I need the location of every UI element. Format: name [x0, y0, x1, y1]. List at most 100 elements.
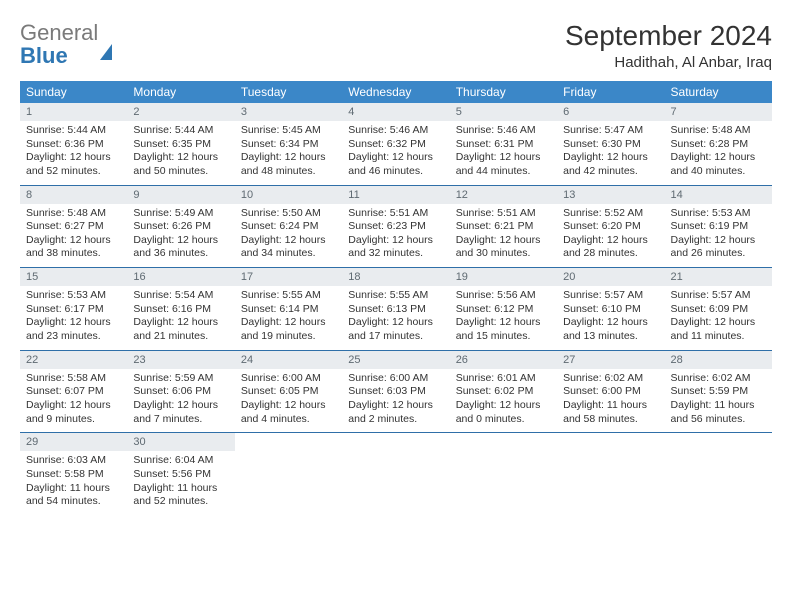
calendar-cell: 28Sunrise: 6:02 AMSunset: 5:59 PMDayligh… — [665, 350, 772, 433]
calendar-table: SundayMondayTuesdayWednesdayThursdayFrid… — [20, 81, 772, 515]
day-number: 24 — [235, 351, 342, 369]
calendar-row: 8Sunrise: 5:48 AMSunset: 6:27 PMDaylight… — [20, 185, 772, 268]
calendar-cell: 12Sunrise: 5:51 AMSunset: 6:21 PMDayligh… — [450, 185, 557, 268]
day-number: 13 — [557, 186, 664, 204]
day-details: Sunrise: 6:00 AMSunset: 6:05 PMDaylight:… — [235, 369, 342, 433]
calendar-cell: 17Sunrise: 5:55 AMSunset: 6:14 PMDayligh… — [235, 268, 342, 351]
title-block: September 2024 Hadithah, Al Anbar, Iraq — [565, 16, 772, 71]
calendar-cell: 11Sunrise: 5:51 AMSunset: 6:23 PMDayligh… — [342, 185, 449, 268]
brand-word1: General — [20, 20, 98, 45]
day-details: Sunrise: 5:50 AMSunset: 6:24 PMDaylight:… — [235, 204, 342, 268]
calendar-cell: 2Sunrise: 5:44 AMSunset: 6:35 PMDaylight… — [127, 103, 234, 185]
day-number: 8 — [20, 186, 127, 204]
day-number: 14 — [665, 186, 772, 204]
day-details: Sunrise: 5:59 AMSunset: 6:06 PMDaylight:… — [127, 369, 234, 433]
weekday-header: Wednesday — [342, 81, 449, 103]
calendar-cell: 1Sunrise: 5:44 AMSunset: 6:36 PMDaylight… — [20, 103, 127, 185]
calendar-row: 1Sunrise: 5:44 AMSunset: 6:36 PMDaylight… — [20, 103, 772, 185]
weekday-header: Sunday — [20, 81, 127, 103]
day-number: 17 — [235, 268, 342, 286]
day-details: Sunrise: 5:49 AMSunset: 6:26 PMDaylight:… — [127, 204, 234, 268]
header-bar: General Blue September 2024 Hadithah, Al… — [20, 16, 772, 71]
day-number: 23 — [127, 351, 234, 369]
day-number: 27 — [557, 351, 664, 369]
weekday-header: Friday — [557, 81, 664, 103]
day-number: 29 — [20, 433, 127, 451]
day-details: Sunrise: 6:02 AMSunset: 5:59 PMDaylight:… — [665, 369, 772, 433]
day-number: 15 — [20, 268, 127, 286]
day-details: Sunrise: 5:47 AMSunset: 6:30 PMDaylight:… — [557, 121, 664, 185]
calendar-cell: 29Sunrise: 6:03 AMSunset: 5:58 PMDayligh… — [20, 433, 127, 515]
weekday-header-row: SundayMondayTuesdayWednesdayThursdayFrid… — [20, 81, 772, 103]
calendar-cell: 10Sunrise: 5:50 AMSunset: 6:24 PMDayligh… — [235, 185, 342, 268]
day-details: Sunrise: 5:45 AMSunset: 6:34 PMDaylight:… — [235, 121, 342, 185]
location-text: Hadithah, Al Anbar, Iraq — [565, 54, 772, 71]
calendar-cell: 18Sunrise: 5:55 AMSunset: 6:13 PMDayligh… — [342, 268, 449, 351]
calendar-cell: 25Sunrise: 6:00 AMSunset: 6:03 PMDayligh… — [342, 350, 449, 433]
calendar-row: 15Sunrise: 5:53 AMSunset: 6:17 PMDayligh… — [20, 268, 772, 351]
calendar-cell: 13Sunrise: 5:52 AMSunset: 6:20 PMDayligh… — [557, 185, 664, 268]
day-details: Sunrise: 5:48 AMSunset: 6:27 PMDaylight:… — [20, 204, 127, 268]
day-details: Sunrise: 6:00 AMSunset: 6:03 PMDaylight:… — [342, 369, 449, 433]
day-details: Sunrise: 5:44 AMSunset: 6:36 PMDaylight:… — [20, 121, 127, 185]
day-details: Sunrise: 5:51 AMSunset: 6:21 PMDaylight:… — [450, 204, 557, 268]
calendar-cell — [342, 433, 449, 515]
day-number: 16 — [127, 268, 234, 286]
day-details: Sunrise: 5:55 AMSunset: 6:14 PMDaylight:… — [235, 286, 342, 350]
day-number: 9 — [127, 186, 234, 204]
day-details: Sunrise: 5:56 AMSunset: 6:12 PMDaylight:… — [450, 286, 557, 350]
day-number: 12 — [450, 186, 557, 204]
brand-text: General Blue — [20, 22, 112, 68]
weekday-header: Tuesday — [235, 81, 342, 103]
day-number: 2 — [127, 103, 234, 121]
day-number: 26 — [450, 351, 557, 369]
calendar-cell: 23Sunrise: 5:59 AMSunset: 6:06 PMDayligh… — [127, 350, 234, 433]
day-details: Sunrise: 5:58 AMSunset: 6:07 PMDaylight:… — [20, 369, 127, 433]
day-details: Sunrise: 5:46 AMSunset: 6:31 PMDaylight:… — [450, 121, 557, 185]
day-number: 11 — [342, 186, 449, 204]
calendar-cell: 22Sunrise: 5:58 AMSunset: 6:07 PMDayligh… — [20, 350, 127, 433]
brand-word2: Blue — [20, 43, 68, 68]
day-details: Sunrise: 5:53 AMSunset: 6:17 PMDaylight:… — [20, 286, 127, 350]
brand-logo: General Blue — [20, 22, 112, 68]
calendar-cell: 16Sunrise: 5:54 AMSunset: 6:16 PMDayligh… — [127, 268, 234, 351]
day-details: Sunrise: 6:03 AMSunset: 5:58 PMDaylight:… — [20, 451, 127, 515]
calendar-row: 29Sunrise: 6:03 AMSunset: 5:58 PMDayligh… — [20, 433, 772, 515]
day-number: 25 — [342, 351, 449, 369]
day-number: 28 — [665, 351, 772, 369]
calendar-cell: 14Sunrise: 5:53 AMSunset: 6:19 PMDayligh… — [665, 185, 772, 268]
day-number: 18 — [342, 268, 449, 286]
calendar-cell: 15Sunrise: 5:53 AMSunset: 6:17 PMDayligh… — [20, 268, 127, 351]
day-details: Sunrise: 5:55 AMSunset: 6:13 PMDaylight:… — [342, 286, 449, 350]
day-details: Sunrise: 5:57 AMSunset: 6:10 PMDaylight:… — [557, 286, 664, 350]
weekday-header: Saturday — [665, 81, 772, 103]
day-number: 19 — [450, 268, 557, 286]
day-number: 10 — [235, 186, 342, 204]
day-details: Sunrise: 6:04 AMSunset: 5:56 PMDaylight:… — [127, 451, 234, 515]
calendar-cell — [235, 433, 342, 515]
weekday-header: Thursday — [450, 81, 557, 103]
calendar-cell: 21Sunrise: 5:57 AMSunset: 6:09 PMDayligh… — [665, 268, 772, 351]
day-number: 4 — [342, 103, 449, 121]
calendar-cell: 19Sunrise: 5:56 AMSunset: 6:12 PMDayligh… — [450, 268, 557, 351]
day-details: Sunrise: 5:44 AMSunset: 6:35 PMDaylight:… — [127, 121, 234, 185]
day-number: 21 — [665, 268, 772, 286]
day-details: Sunrise: 6:02 AMSunset: 6:00 PMDaylight:… — [557, 369, 664, 433]
calendar-cell — [450, 433, 557, 515]
calendar-cell: 4Sunrise: 5:46 AMSunset: 6:32 PMDaylight… — [342, 103, 449, 185]
day-details: Sunrise: 6:01 AMSunset: 6:02 PMDaylight:… — [450, 369, 557, 433]
day-details: Sunrise: 5:51 AMSunset: 6:23 PMDaylight:… — [342, 204, 449, 268]
brand-triangle-icon — [100, 27, 112, 60]
calendar-cell: 3Sunrise: 5:45 AMSunset: 6:34 PMDaylight… — [235, 103, 342, 185]
calendar-cell: 30Sunrise: 6:04 AMSunset: 5:56 PMDayligh… — [127, 433, 234, 515]
day-number: 20 — [557, 268, 664, 286]
calendar-cell: 24Sunrise: 6:00 AMSunset: 6:05 PMDayligh… — [235, 350, 342, 433]
day-number: 22 — [20, 351, 127, 369]
weekday-header: Monday — [127, 81, 234, 103]
day-number: 30 — [127, 433, 234, 451]
day-details: Sunrise: 5:57 AMSunset: 6:09 PMDaylight:… — [665, 286, 772, 350]
calendar-cell — [557, 433, 664, 515]
calendar-row: 22Sunrise: 5:58 AMSunset: 6:07 PMDayligh… — [20, 350, 772, 433]
day-details: Sunrise: 5:53 AMSunset: 6:19 PMDaylight:… — [665, 204, 772, 268]
calendar-body: 1Sunrise: 5:44 AMSunset: 6:36 PMDaylight… — [20, 103, 772, 515]
